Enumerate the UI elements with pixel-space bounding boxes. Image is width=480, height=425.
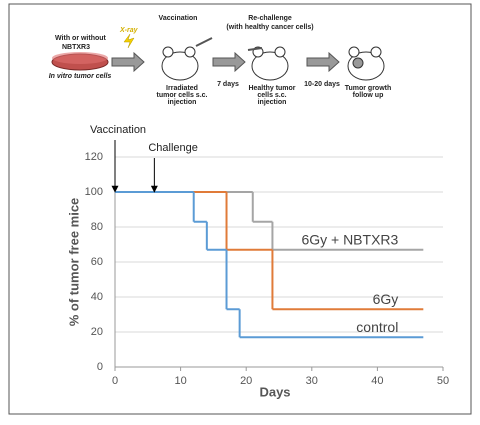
- series-label: 6Gy + NBTXR3: [301, 231, 398, 247]
- x-tick-label: 30: [306, 375, 318, 387]
- x-axis-label: Days: [259, 384, 290, 399]
- diagram: [51, 33, 385, 81]
- rechallenge-title: Re-challenge: [248, 15, 292, 22]
- vaccination-title: Vaccination: [159, 15, 198, 22]
- y-tick-label: 120: [85, 151, 103, 163]
- y-tick-label: 80: [91, 221, 103, 233]
- xray-label: X-ray: [119, 27, 139, 34]
- x-tick-label: 50: [437, 375, 449, 387]
- x-tick-label: 20: [240, 375, 252, 387]
- syringe: [247, 47, 263, 51]
- annotation: Vaccination: [90, 124, 146, 136]
- x-tick-label: 10: [174, 375, 186, 387]
- series-label: 6Gy: [373, 291, 399, 307]
- x-tick-label: 0: [112, 375, 118, 387]
- series-label: control: [356, 319, 398, 335]
- caption: cells s.c.: [257, 92, 286, 99]
- mouse-ear: [162, 46, 174, 58]
- mouse-ear: [184, 46, 196, 58]
- lightning: [123, 33, 135, 49]
- caption: Healthy tumor: [248, 85, 295, 92]
- dish-label: In vitro tumor cells: [49, 73, 112, 80]
- start-label: With or without: [55, 35, 107, 42]
- mouse: [251, 51, 289, 81]
- y-tick-label: 100: [85, 186, 103, 198]
- caption: injection: [168, 99, 197, 106]
- y-tick-label: 60: [91, 256, 103, 268]
- y-tick-label: 20: [91, 326, 103, 338]
- y-tick-label: 0: [97, 361, 103, 373]
- start-label: NBTXR3: [62, 44, 90, 51]
- caption: Tumor growth: [345, 85, 392, 92]
- interval: 7 days: [217, 81, 239, 88]
- tumor: [352, 57, 364, 69]
- x-tick-label: 40: [371, 375, 383, 387]
- caption: injection: [258, 99, 287, 106]
- frame: [8, 3, 472, 415]
- arrow: [306, 51, 340, 73]
- mouse: [161, 51, 199, 81]
- mouse-ear: [370, 46, 382, 58]
- dish-top: [52, 52, 108, 64]
- syringe: [195, 37, 213, 47]
- arrow: [111, 51, 145, 73]
- annotation: Challenge: [148, 142, 198, 154]
- y-tick-label: 40: [91, 291, 103, 303]
- y-axis-label: % of tumor free mice: [66, 198, 81, 327]
- caption: tumor cells s.c.: [157, 92, 208, 99]
- rechallenge-title: (with healthy cancer cells): [226, 24, 313, 31]
- mouse-ear: [274, 46, 286, 58]
- mouse-ear: [348, 46, 360, 58]
- caption: Irradiated: [166, 85, 198, 92]
- interval: 10-20 days: [304, 81, 340, 88]
- caption: follow up: [353, 92, 384, 99]
- arrow: [212, 51, 246, 73]
